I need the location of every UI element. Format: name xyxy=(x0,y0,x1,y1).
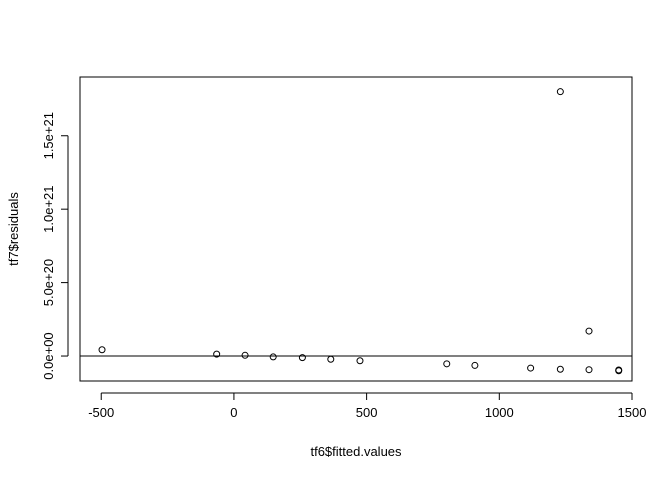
plot-frame xyxy=(79,76,633,382)
data-point xyxy=(585,366,593,374)
y-axis-label: tf7$residuals xyxy=(6,192,21,266)
data-point xyxy=(327,355,335,363)
y-tick-label: 1.0e+21 xyxy=(41,185,56,232)
data-point xyxy=(298,354,306,362)
data-point xyxy=(527,364,535,372)
data-point xyxy=(269,353,277,361)
x-tick-label: -500 xyxy=(88,405,114,420)
data-point xyxy=(241,351,249,359)
y-tick-label: 1.5e+21 xyxy=(41,112,56,159)
data-point xyxy=(443,360,451,368)
y-tick-label: 0.0e+00 xyxy=(41,332,56,379)
x-tick-label: 1000 xyxy=(485,405,514,420)
data-point xyxy=(213,350,221,358)
x-tick-label: 1500 xyxy=(618,405,647,420)
data-point xyxy=(556,365,564,373)
x-axis-label: tf6$fitted.values xyxy=(310,444,402,459)
data-point xyxy=(556,88,564,96)
data-point xyxy=(615,367,623,375)
data-point xyxy=(356,357,364,365)
x-tick-label: 500 xyxy=(356,405,378,420)
x-tick-label: 0 xyxy=(230,405,237,420)
data-point xyxy=(471,361,479,369)
y-tick-label: 5.0e+20 xyxy=(41,259,56,306)
data-point xyxy=(585,327,593,335)
x-axis: -500 0 500 1000 1500 xyxy=(88,392,647,420)
y-axis: 0.0e+00 5.0e+20 1.0e+21 1.5e+21 xyxy=(41,112,69,380)
data-point xyxy=(98,346,106,354)
data-points xyxy=(98,88,623,375)
